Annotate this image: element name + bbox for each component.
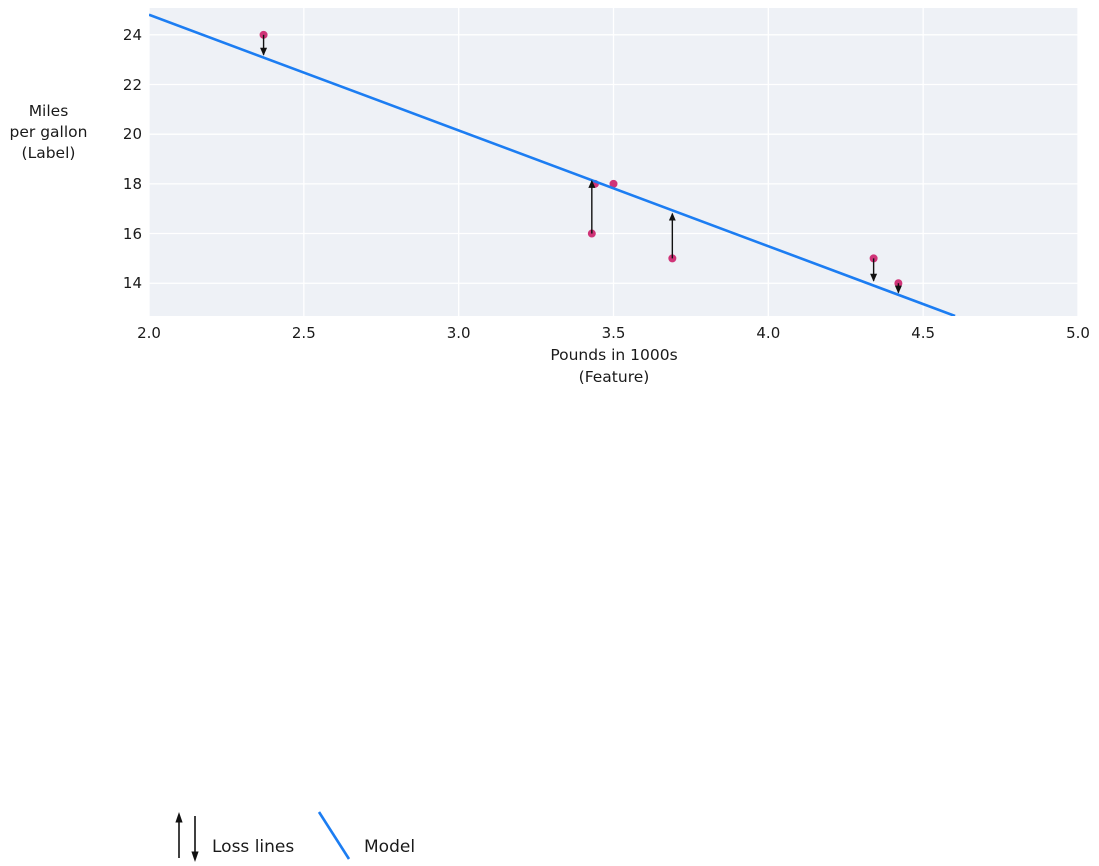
- model-line: [149, 13, 956, 316]
- y-tick-label: 16: [122, 224, 142, 243]
- y-tick-label: 20: [122, 125, 142, 144]
- y-tick-label: 18: [122, 174, 142, 193]
- chart-figure: Miles per gallon (Label) 2.0 2.5 3.0 3.5 4.0 4.…: [0, 8, 1099, 862]
- y-tick-label: 24: [122, 25, 142, 44]
- y-axis-label: Miles per gallon (Label): [0, 101, 97, 164]
- x-axis-label-line: Pounds in 1000s: [550, 346, 678, 364]
- legend: Loss lines Model: [0, 400, 1099, 862]
- x-axis-label-line: (Feature): [578, 368, 650, 386]
- x-tick-label: 4.5: [911, 324, 936, 342]
- x-tick-label: 5.0: [1066, 324, 1090, 342]
- x-tick-label: 3.0: [446, 324, 471, 342]
- y-tick-label: 22: [122, 75, 142, 94]
- y-axis-label-line: Miles: [28, 102, 69, 120]
- y-axis-label-line: per gallon: [9, 123, 88, 141]
- loss-lines-legend-icon: [175, 812, 199, 862]
- y-tick-label: 14: [122, 274, 142, 293]
- legend-arrowhead: [191, 851, 199, 862]
- legend-loss-label: Loss lines: [212, 837, 295, 857]
- x-tick-label: 2.0: [137, 324, 161, 342]
- model-legend-icon: [317, 811, 351, 860]
- x-tick-label: 2.5: [291, 324, 316, 342]
- legend-model-label: Model: [364, 837, 416, 857]
- x-tick-label: 3.5: [601, 324, 626, 342]
- data-point: [609, 179, 618, 188]
- plot-canvas: [149, 8, 1078, 316]
- y-axis-label-line: (Label): [21, 144, 76, 162]
- plot-area: [149, 8, 1078, 316]
- x-tick-label: 4.0: [756, 324, 781, 342]
- x-axis-label: Pounds in 1000s (Feature): [484, 344, 744, 388]
- legend-arrowhead: [175, 812, 183, 823]
- data-point: [668, 254, 677, 263]
